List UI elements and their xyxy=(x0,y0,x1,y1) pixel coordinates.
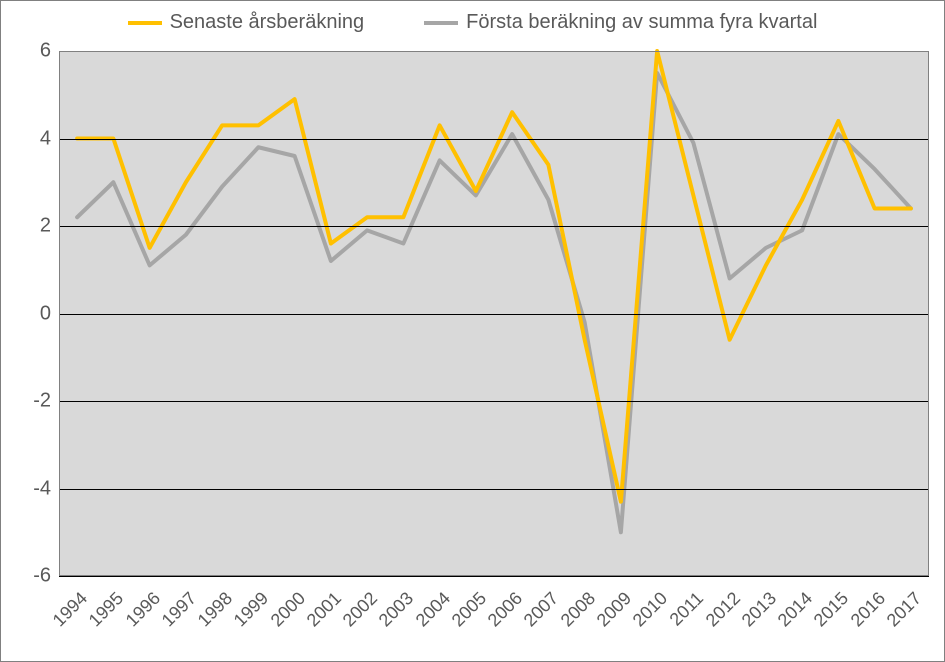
x-tick-label: 2016 xyxy=(846,588,889,631)
x-tick-label: 2012 xyxy=(701,588,744,631)
x-tick-label: 2001 xyxy=(303,588,346,631)
x-tick-label: 2011 xyxy=(666,588,708,630)
y-tick-label: 2 xyxy=(21,215,51,238)
gridline xyxy=(59,489,929,490)
x-tick-label: 2009 xyxy=(593,588,636,631)
x-tick-label: 1997 xyxy=(158,588,201,631)
y-tick-label: 0 xyxy=(21,302,51,325)
series-line-1 xyxy=(77,73,911,532)
y-tick-label: -6 xyxy=(21,565,51,588)
legend-swatch-0 xyxy=(128,21,162,25)
x-tick-label: 2004 xyxy=(411,588,454,631)
legend-item-1: Första beräkning av summa fyra kvartal xyxy=(424,11,817,34)
x-tick-label: 1998 xyxy=(194,588,237,631)
x-tick-label: 1999 xyxy=(230,588,273,631)
y-tick-label: -4 xyxy=(21,477,51,500)
chart-container: Senaste årsberäkning Första beräkning av… xyxy=(0,0,945,662)
gridline xyxy=(59,576,929,577)
x-tick-label: 2017 xyxy=(883,588,926,631)
x-tick-label: 2013 xyxy=(738,588,781,631)
legend: Senaste årsberäkning Första beräkning av… xyxy=(1,11,944,34)
x-tick-label: 1994 xyxy=(49,588,92,631)
x-tick-label: 2014 xyxy=(774,588,817,631)
gridline xyxy=(59,401,929,402)
x-tick-label: 1996 xyxy=(121,588,164,631)
legend-label-0: Senaste årsberäkning xyxy=(170,11,365,34)
x-tick-label: 2015 xyxy=(810,588,853,631)
x-tick-label: 2010 xyxy=(629,588,672,631)
gridline xyxy=(59,314,929,315)
plot-area: -6-4-20246199419951996199719981999200020… xyxy=(59,51,929,576)
x-tick-label: 2007 xyxy=(520,588,563,631)
legend-item-0: Senaste årsberäkning xyxy=(128,11,365,34)
y-tick-label: 4 xyxy=(21,127,51,150)
gridline xyxy=(59,139,929,140)
y-tick-label: -2 xyxy=(21,390,51,413)
gridline xyxy=(59,226,929,227)
plot-border-right xyxy=(928,51,929,576)
plot-border-bottom xyxy=(59,575,929,576)
series-line-0 xyxy=(77,51,911,502)
y-tick-label: 6 xyxy=(21,40,51,63)
plot-border-top xyxy=(59,51,929,52)
legend-label-1: Första beräkning av summa fyra kvartal xyxy=(466,11,817,34)
plot-border-left xyxy=(59,51,60,576)
x-tick-label: 2008 xyxy=(556,588,599,631)
x-tick-label: 2002 xyxy=(339,588,382,631)
x-tick-label: 2006 xyxy=(484,588,527,631)
legend-swatch-1 xyxy=(424,21,458,25)
x-tick-label: 2003 xyxy=(375,588,418,631)
x-tick-label: 2005 xyxy=(448,588,491,631)
x-tick-label: 1995 xyxy=(85,588,128,631)
x-tick-label: 2000 xyxy=(266,588,309,631)
